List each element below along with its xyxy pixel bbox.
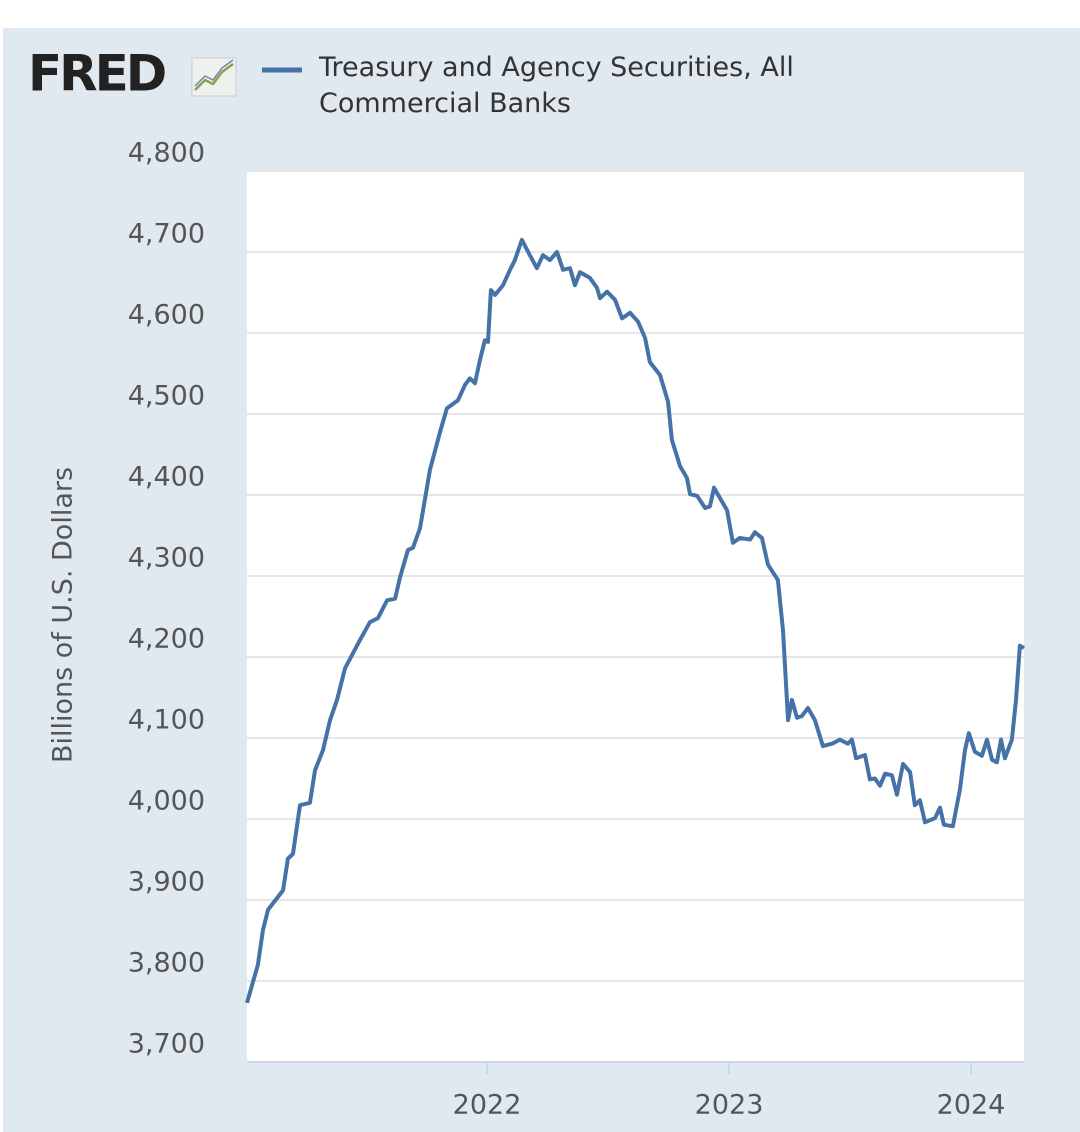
- series-line: [245, 237, 1026, 1004]
- y-tick-label: 4,500: [128, 381, 205, 412]
- logo: FRED: [28, 45, 165, 103]
- y-tick-label: 4,000: [128, 786, 205, 817]
- x-tick-label: 2023: [695, 1090, 764, 1121]
- y-tick-label: 4,100: [128, 705, 205, 736]
- legend-label: Treasury and Agency Securities, All Comm…: [319, 52, 794, 119]
- y-tick-label: 4,600: [128, 300, 205, 331]
- y-tick-label: 4,700: [128, 219, 205, 250]
- y-tick-label: 4,800: [128, 138, 205, 169]
- y-tick-label: 3,700: [128, 1029, 205, 1060]
- y-tick-label: 3,900: [128, 867, 205, 898]
- y-tick-label: 4,400: [128, 462, 205, 493]
- y-tick-label: 4,200: [128, 624, 205, 655]
- x-tick-label: 2024: [937, 1090, 1006, 1121]
- y-tick-label: 4,300: [128, 543, 205, 574]
- y-axis-label: Billions of U.S. Dollars: [48, 467, 79, 763]
- x-tick-label: 2022: [453, 1090, 522, 1121]
- logo-icon: [191, 57, 237, 97]
- y-tick-label: 3,800: [128, 948, 205, 979]
- plot-bg: [247, 171, 1024, 1062]
